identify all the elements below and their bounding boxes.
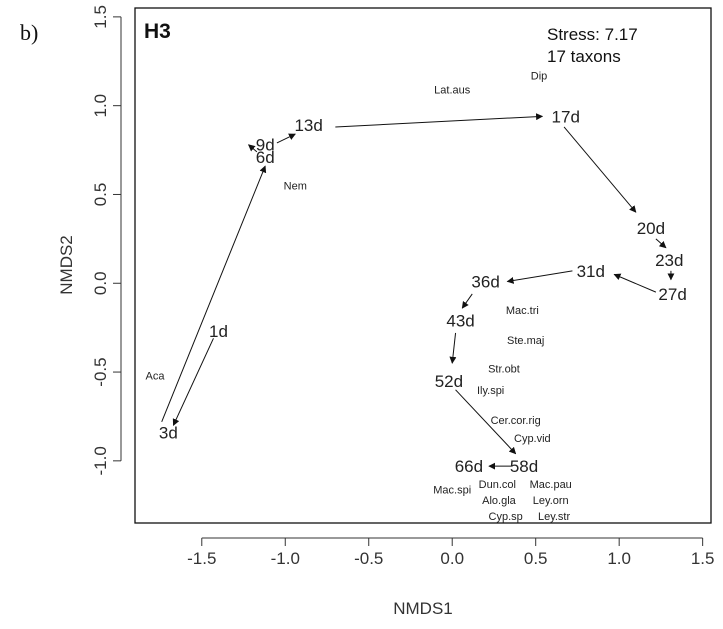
sample-label: 27d — [658, 285, 686, 304]
trajectory-arrow — [335, 113, 544, 128]
y-axis: -1.0 -0.5 0.0 0.5 1.0 1.5 — [91, 5, 122, 475]
y-axis-title: NMDS2 — [57, 235, 76, 295]
trajectory-arrows — [161, 113, 675, 470]
trajectory-arrow — [613, 273, 657, 293]
sample-label: 58d — [510, 457, 538, 476]
trajectory-arrow — [563, 126, 637, 213]
sample-label: 36d — [471, 272, 499, 291]
x-axis: -1.5 -1.0 -0.5 0.0 0.5 1.0 1.5 — [187, 537, 715, 568]
sample-label: 43d — [446, 312, 474, 331]
taxon-label: Lat.aus — [434, 85, 471, 97]
taxon-labels: Lat.aus Dip Nem Aca Mac.tri Ste.maj Str.obt Ily… — [146, 70, 572, 522]
plot-frame — [134, 7, 712, 524]
sample-label: 1d — [209, 322, 228, 341]
sample-label: 3d — [159, 423, 178, 442]
y-tick-label: 1.5 — [91, 5, 110, 29]
taxon-label: Ley.orn — [533, 495, 569, 507]
panel-title: H3 — [144, 20, 171, 43]
trajectory-arrow — [161, 165, 267, 422]
taxon-label: Mac.pau — [530, 479, 572, 491]
x-axis-title: NMDS1 — [393, 599, 453, 618]
y-tick-label: 1.0 — [91, 94, 110, 118]
taxon-label: Cer.cor.rig — [491, 415, 541, 427]
taxon-label: Alo.gla — [482, 495, 517, 507]
sample-label: 9d — [256, 136, 275, 155]
y-tick-label: -0.5 — [91, 357, 110, 386]
sample-label: 20d — [637, 219, 665, 238]
y-tick-label: 0.0 — [91, 271, 110, 295]
trajectory-arrow — [655, 238, 667, 249]
trajectory-arrow — [455, 389, 517, 455]
taxon-label: Dip — [531, 70, 548, 82]
y-tick-label: -1.0 — [91, 446, 110, 475]
sample-label: 23d — [655, 251, 683, 270]
stress-annotation: Stress: 7.17 — [547, 25, 638, 44]
x-tick-label: -0.5 — [354, 549, 383, 568]
taxon-label: Ily.spi — [477, 385, 504, 397]
x-tick-label: 1.5 — [691, 549, 715, 568]
trajectory-arrow — [172, 338, 214, 426]
taxon-label: Ste.maj — [507, 335, 544, 347]
sample-label: 6d — [256, 148, 275, 167]
taxon-label: Mac.spi — [433, 484, 471, 496]
sample-label: 17d — [552, 107, 580, 126]
trajectory-arrow — [506, 270, 573, 284]
trajectory-arrow — [461, 293, 473, 309]
x-tick-label: -1.0 — [271, 549, 300, 568]
trajectory-arrow — [276, 133, 296, 144]
x-tick-label: 1.0 — [607, 549, 631, 568]
x-tick-label: -1.5 — [187, 549, 216, 568]
taxon-label: Aca — [146, 371, 166, 383]
sample-label: 66d — [455, 457, 483, 476]
sample-label: 31d — [577, 262, 605, 281]
taxon-label: Nem — [284, 181, 307, 193]
taxon-label: Cyp.sp — [489, 511, 523, 523]
taxon-label: Str.obt — [488, 364, 520, 376]
y-tick-label: 0.5 — [91, 183, 110, 207]
x-tick-label: 0.0 — [440, 549, 464, 568]
sample-label: 52d — [435, 372, 463, 391]
taxon-label: Dun.col — [479, 479, 516, 491]
x-tick-label: 0.5 — [524, 549, 548, 568]
taxon-label: Ley.str — [538, 511, 571, 523]
taxon-label: Mac.tri — [506, 305, 539, 317]
trajectory-arrow — [247, 144, 258, 153]
sample-label: 13d — [294, 116, 322, 135]
taxon-label: Cyp.vid — [514, 433, 551, 445]
panel-tag: b) — [20, 20, 38, 45]
trajectory-arrow — [449, 332, 457, 364]
taxon-count-annotation: 17 taxons — [547, 47, 621, 66]
